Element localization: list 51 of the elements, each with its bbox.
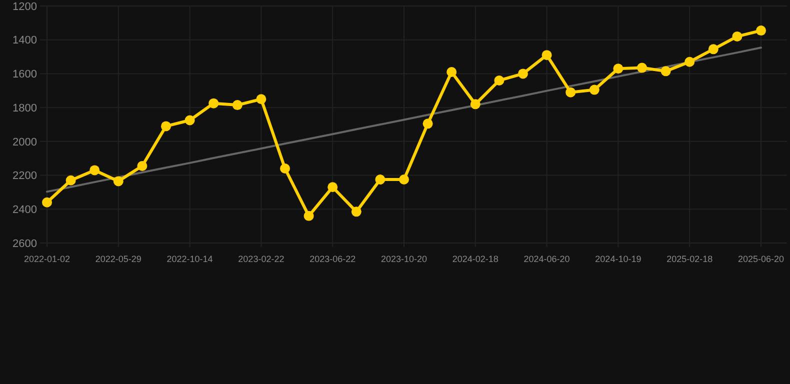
point [328,182,338,192]
x-tick-label: 2023-02-22 [238,254,284,264]
point [684,56,695,67]
line-series [46,46,762,193]
point [137,160,148,171]
point [90,165,100,176]
point [232,100,242,110]
point [589,84,600,95]
point [66,175,76,186]
point [494,75,504,86]
x-tick-label: 2024-02-18 [452,254,498,264]
point [518,68,528,79]
x-tick-label: 2022-05-29 [95,254,142,264]
y-tick-label: 2600 [12,238,37,250]
x-tick-label: 2023-06-22 [310,254,356,264]
point [422,118,433,129]
point [446,67,457,78]
y-tick-label: 1400 [12,34,37,47]
x-tick-label: 2025-06-20 [738,254,784,264]
point [637,62,647,73]
x-tick-label: 2023-10-20 [380,254,428,264]
x-tick-label: 2024-06-20 [524,254,570,264]
point [256,94,266,104]
x-tick-label: 2022-01-02 [24,254,70,264]
y-tick-label: 1200 [12,0,37,13]
y-tick-label: 1800 [12,102,37,114]
point [613,64,624,74]
point [542,50,552,60]
y-tick-label: 2400 [12,204,37,216]
y-tick-label: 2200 [12,170,37,182]
x-tick-label: 2024-10-19 [595,254,642,264]
point [161,121,171,132]
x-tick-label: 2025-02-18 [666,254,713,264]
point [375,174,386,185]
point [280,164,290,174]
point [113,176,124,186]
point [42,197,52,208]
point [708,44,718,54]
point [732,31,742,42]
y-tick-label: 1600 [12,68,37,81]
point [351,206,362,217]
point [399,174,409,185]
point [566,87,576,98]
point [470,99,480,110]
y-tick-label: 2000 [12,136,37,148]
point [208,98,219,108]
point [660,66,671,76]
x-tick-label: 2022-10-14 [166,254,213,264]
point [304,210,314,221]
point [756,26,766,36]
point [184,115,195,126]
